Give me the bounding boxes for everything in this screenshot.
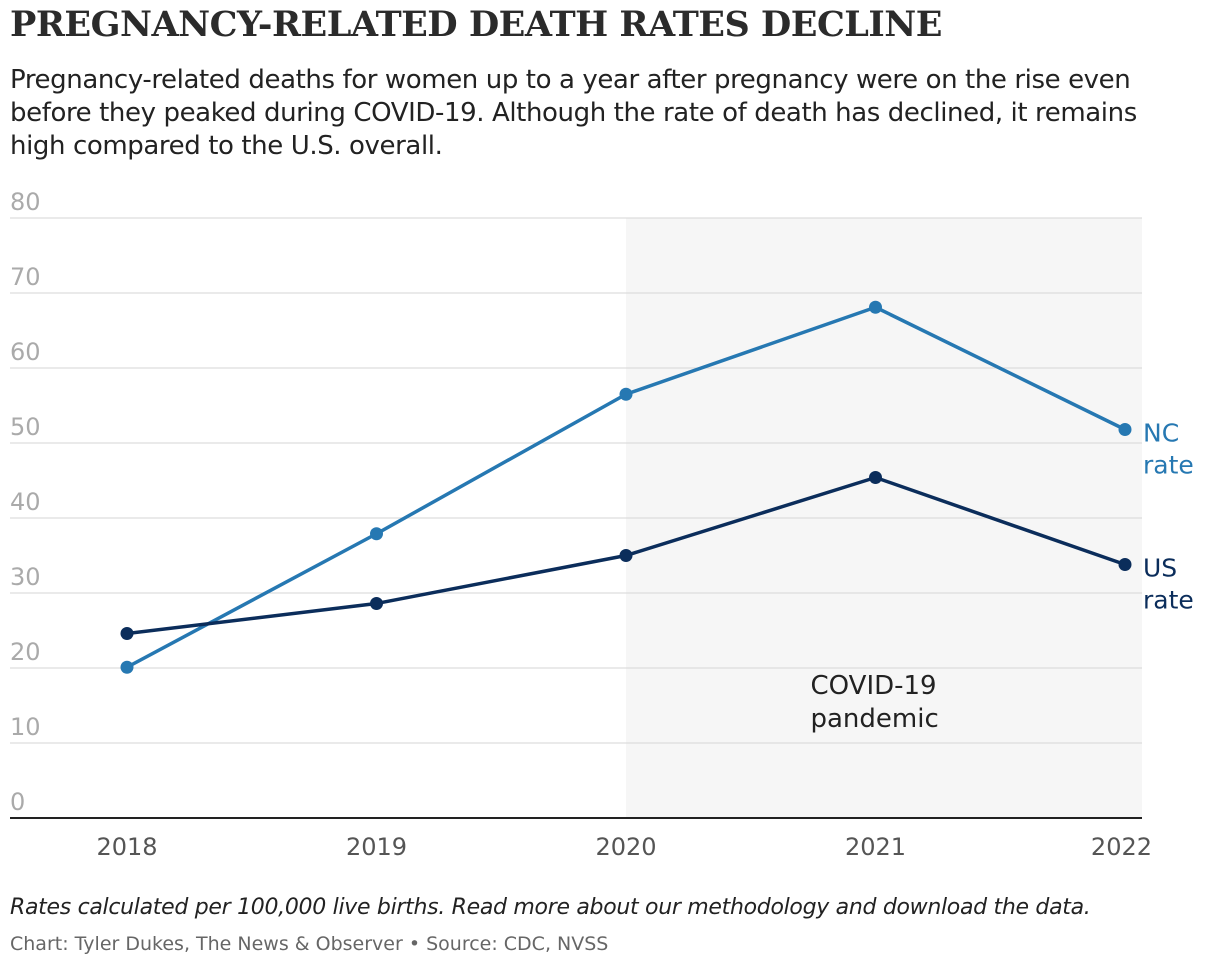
y-tick-label: 10 <box>10 713 41 741</box>
series-end-label: rate <box>1143 451 1194 480</box>
data-point <box>120 627 134 640</box>
axis-layer: 0 10 20 30 40 50 60 70 80 2018 2019 2020 2021 2022 <box>10 188 1152 861</box>
x-tick-label: 2020 <box>595 833 656 861</box>
data-point <box>370 597 383 610</box>
data-point <box>120 660 134 674</box>
y-tick-label: 0 <box>10 788 25 816</box>
grid-layer <box>10 217 1142 744</box>
x-tick-label: 2021 <box>845 833 906 861</box>
y-tick-label: 40 <box>10 488 41 516</box>
chart-credit: Chart: Tyler Dukes, The News & Observer … <box>10 933 609 955</box>
chart-subtitle: Pregnancy-related deaths for women up to… <box>10 65 1137 161</box>
data-point <box>619 549 633 562</box>
y-tick-label: 20 <box>10 638 41 666</box>
data-point <box>619 387 633 401</box>
series-layer <box>120 300 1132 674</box>
covid-annotation-label: pandemic <box>811 704 939 734</box>
data-point <box>869 300 882 314</box>
y-tick-label: 80 <box>10 188 41 216</box>
chart-title: PREGNANCY-RELATED DEATH RATES DECLINE <box>10 4 942 45</box>
series-end-label: US <box>1143 554 1177 583</box>
covid-annotation-label: COVID-19 <box>811 671 937 701</box>
x-tick-label: 2019 <box>346 833 407 861</box>
data-point <box>370 527 383 541</box>
y-tick-label: 50 <box>10 413 41 441</box>
line-chart: 0 10 20 30 40 50 60 70 80 2018 2019 2020 2021 2022 CO… <box>10 188 1194 861</box>
data-point <box>1118 423 1132 436</box>
data-point <box>1118 558 1132 571</box>
y-tick-label: 30 <box>10 563 41 591</box>
chart-footnote: Rates calculated per 100,000 live births… <box>10 895 1091 920</box>
y-tick-label: 70 <box>10 263 41 291</box>
y-tick-label: 60 <box>10 338 41 366</box>
series-end-label: NC <box>1143 419 1179 448</box>
series-end-label: rate <box>1143 586 1194 615</box>
x-tick-label: 2022 <box>1091 833 1152 861</box>
data-point <box>869 471 882 484</box>
x-tick-label: 2018 <box>96 833 157 861</box>
